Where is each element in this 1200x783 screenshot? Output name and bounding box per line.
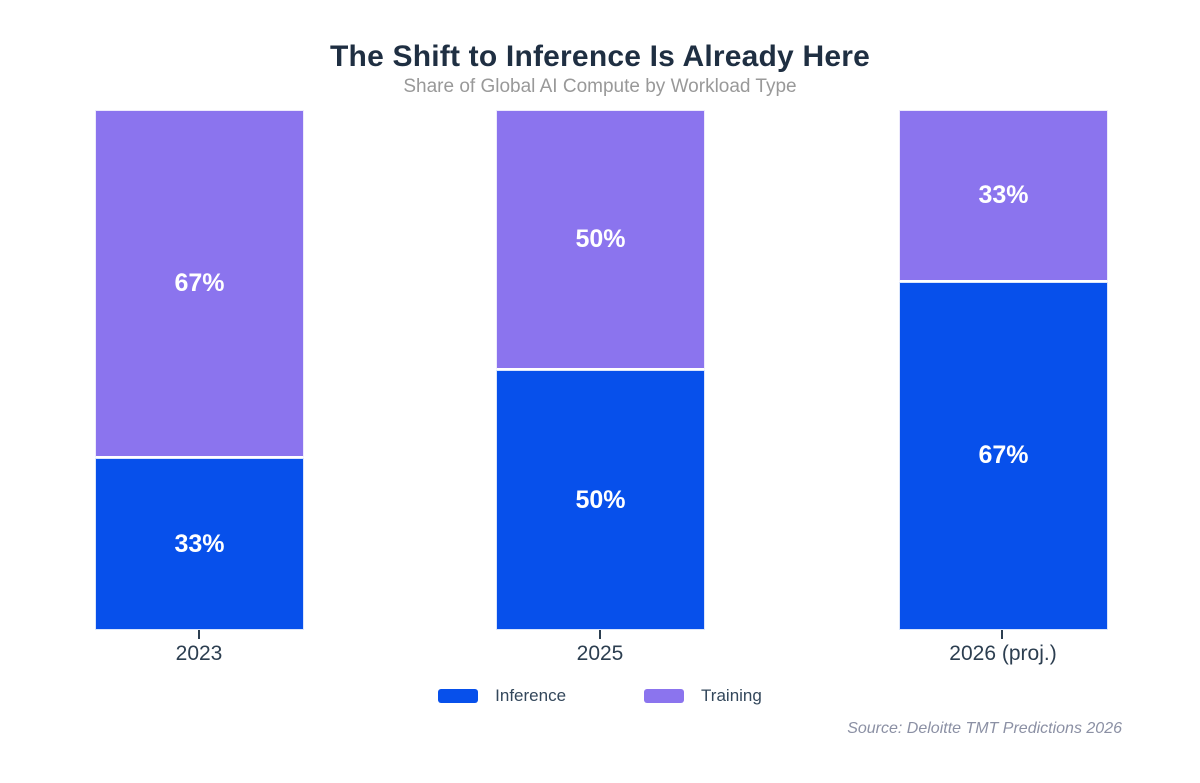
x-axis-tick-2023 [198,630,200,639]
x-axis-label-2026-proj: 2026 (proj.) [949,642,1057,665]
inference-value-label: 67% [978,441,1029,470]
training-segment: 50% [496,110,705,370]
x-axis-label-2023: 2023 [175,642,223,665]
legend: Inference Training [0,686,1200,706]
inference-value-label: 33% [174,529,225,558]
stacked-bar-2025: 50% 50% [496,110,705,630]
inference-value-label: 50% [575,485,626,514]
training-segment: 67% [95,110,304,459]
source-note: Source: Deloitte TMT Predictions 2026 [847,720,1122,737]
stacked-bar-2026-proj: 33% 67% [899,110,1108,630]
training-value-label: 33% [978,180,1029,209]
training-value-label: 50% [575,225,626,253]
training-segment: 33% [899,110,1108,282]
inference-segment: 67% [899,281,1108,630]
legend-item-training: Training [644,686,762,706]
x-axis-tick-2025 [599,630,601,639]
inference-segment: 50% [496,370,705,630]
x-axis-tick-2026-proj [1001,630,1003,639]
legend-item-inference: Inference [438,686,566,706]
inference-segment: 33% [95,458,304,630]
chart-subtitle: Share of Global AI Compute by Workload T… [403,76,797,97]
x-axis-label-2025: 2025 [576,642,624,665]
training-swatch-icon [644,689,685,703]
plot-area: 67% 33% 50% 50% 33% 67% [0,110,1200,630]
training-value-label: 67% [174,269,225,298]
inference-swatch-icon [438,689,479,703]
stacked-bar-2023: 67% 33% [95,110,304,630]
legend-label-inference: Inference [495,686,567,705]
legend-label-training: Training [701,686,762,705]
chart-title: The Shift to Inference Is Already Here [330,40,870,73]
